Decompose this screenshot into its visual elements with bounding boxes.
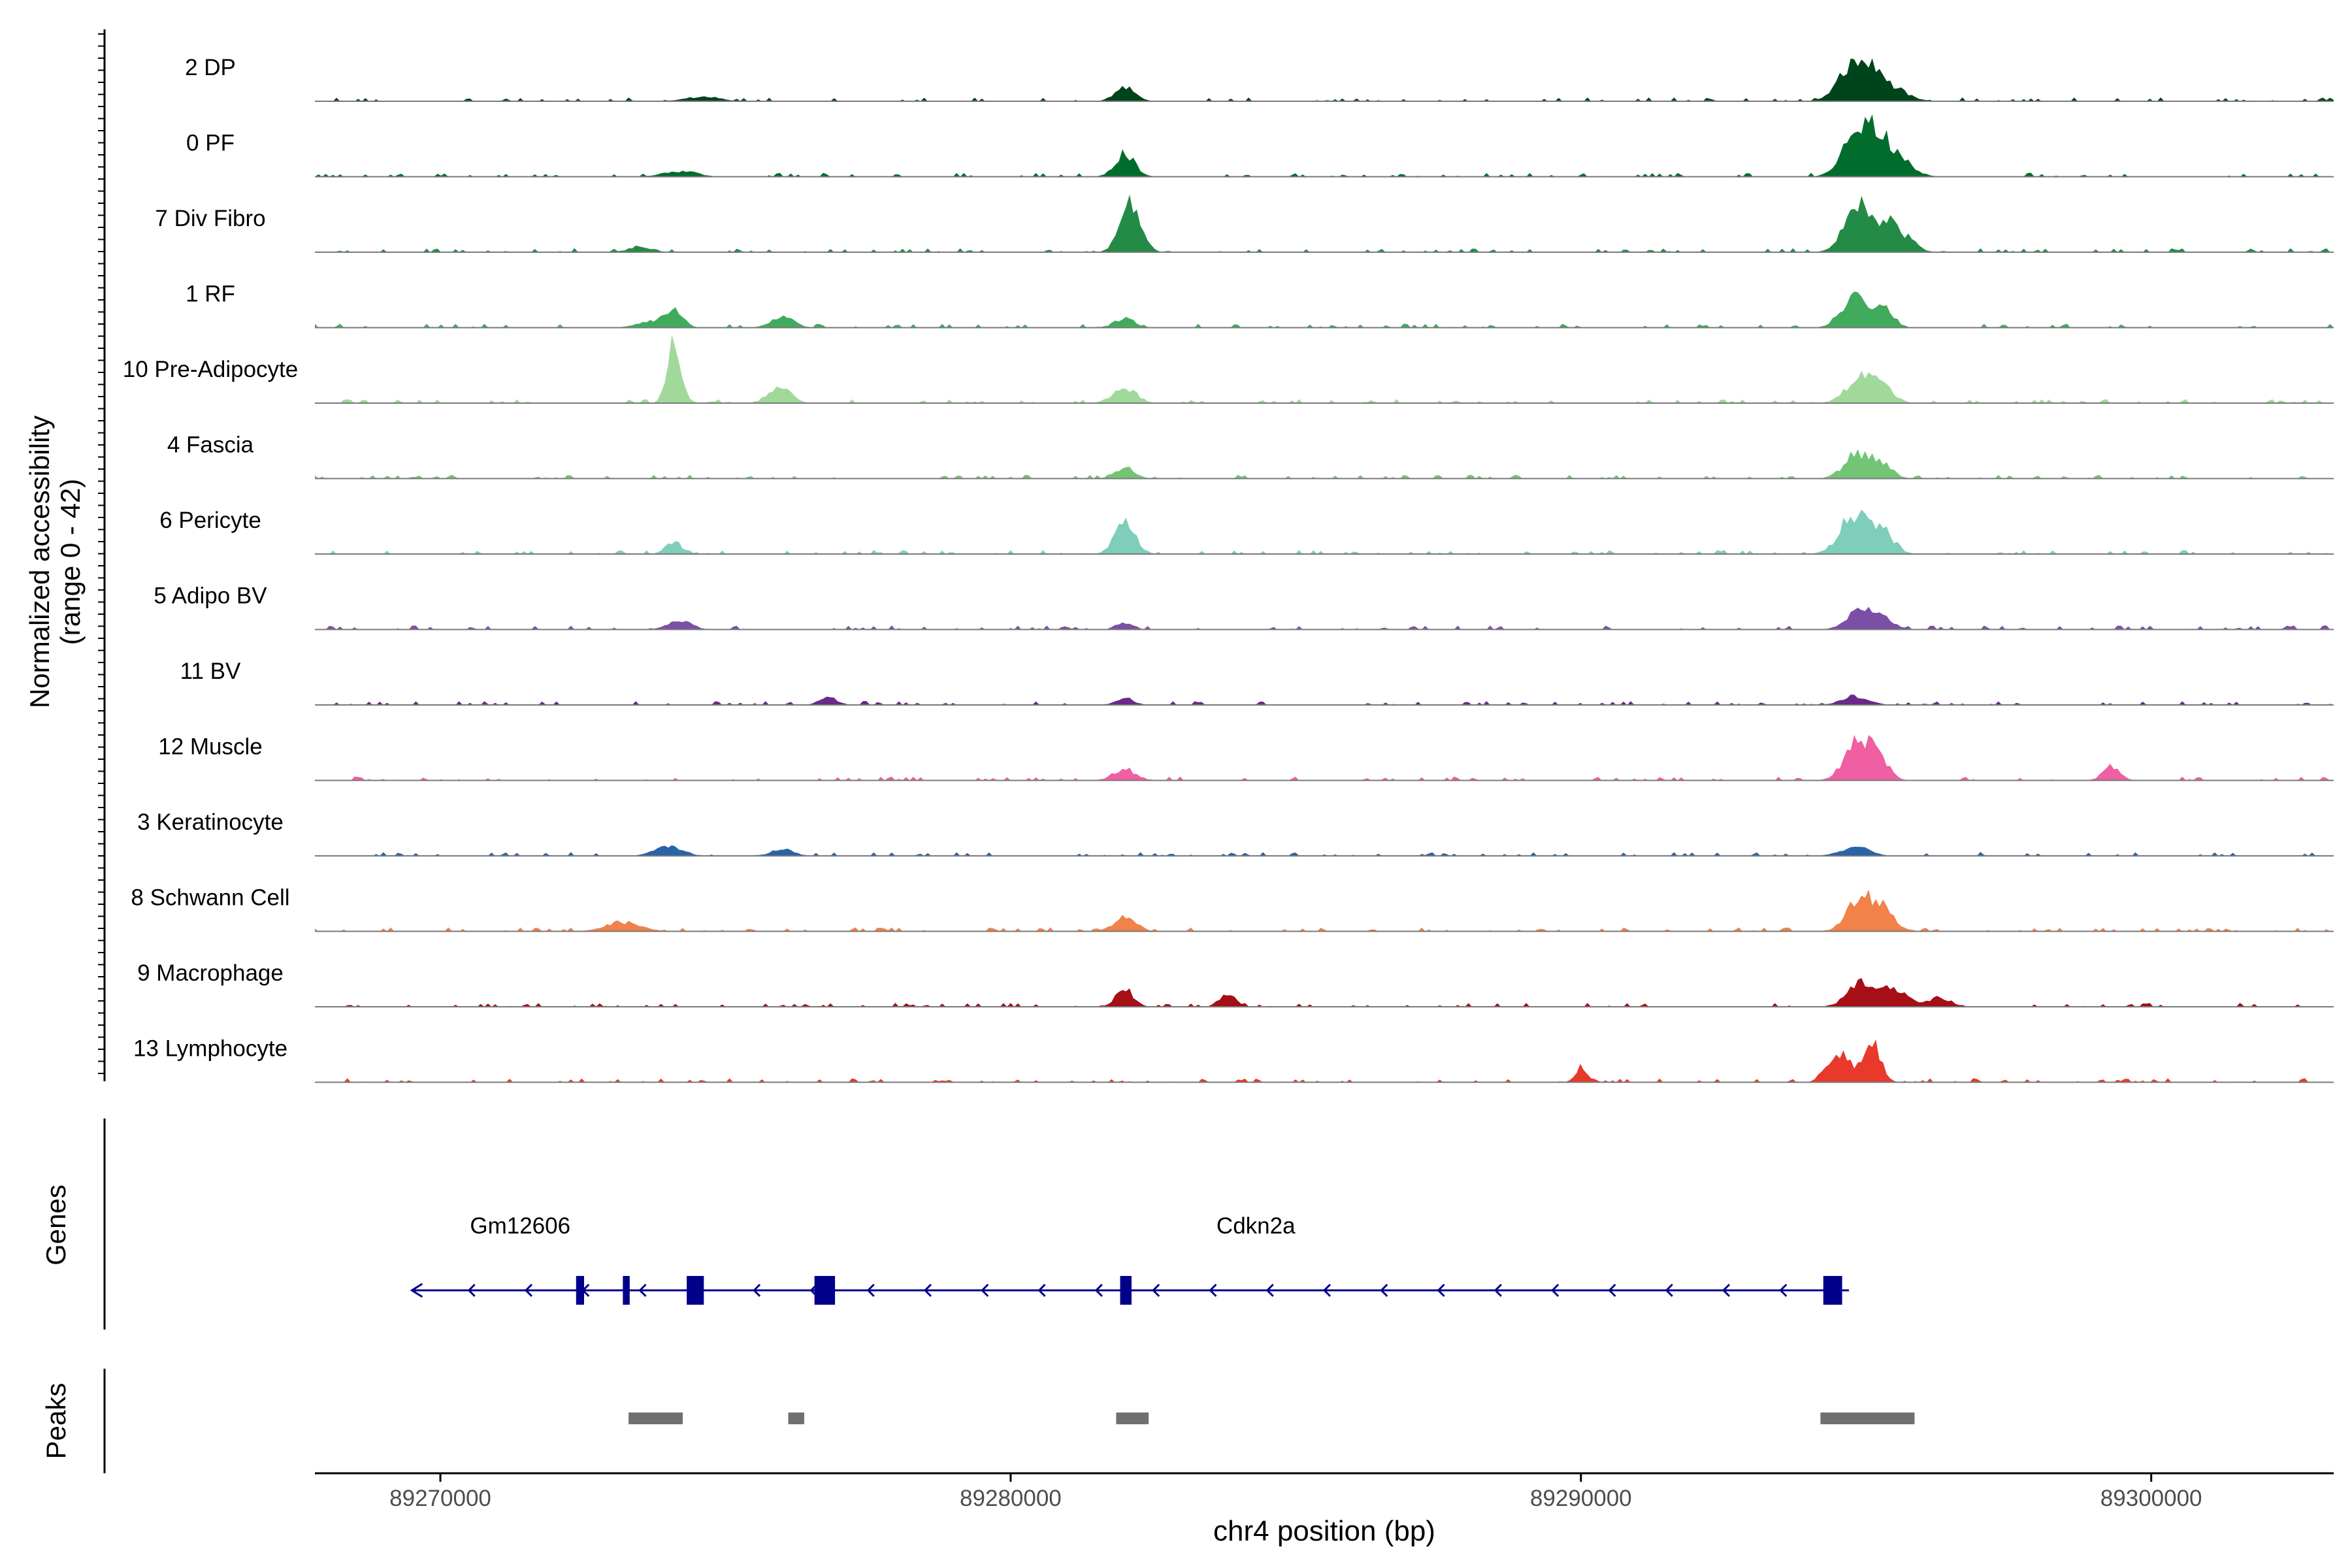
coverage-track: 8 Schwann Cell bbox=[131, 885, 2334, 932]
coverage-track: 13 Lymphocyte bbox=[133, 1036, 2334, 1083]
track-label: 9 Macrophage bbox=[137, 960, 284, 986]
strand-arrow bbox=[524, 1283, 533, 1298]
accessibility-y-axis bbox=[98, 29, 106, 1081]
strand-arrow bbox=[981, 1283, 989, 1298]
coverage-track: 5 Adipo BV bbox=[154, 583, 2334, 630]
coverage-track: 9 Macrophage bbox=[137, 960, 2334, 1007]
strand-arrow bbox=[1722, 1283, 1731, 1298]
coverage-track: 2 DP bbox=[185, 55, 2334, 102]
strand-arrow bbox=[1209, 1283, 1217, 1298]
y-axis-range-label: (range 0 - 42) bbox=[55, 479, 86, 645]
y-axis-title: Normalized accessibility bbox=[24, 416, 55, 708]
peak-region bbox=[1820, 1413, 1915, 1424]
coverage-track: 11 BV bbox=[180, 659, 2334, 706]
track-label: 11 BV bbox=[180, 659, 241, 684]
track-label: 2 DP bbox=[185, 55, 236, 80]
strand-arrow bbox=[1608, 1283, 1616, 1298]
peak-regions bbox=[629, 1413, 1915, 1424]
coverage-area bbox=[315, 194, 2334, 252]
gene-name: Cdkn2a bbox=[1217, 1213, 1296, 1239]
coverage-track: 10 Pre-Adipocyte bbox=[123, 335, 2334, 404]
coverage-track: 4 Fascia bbox=[167, 433, 2334, 480]
coverage-area bbox=[315, 291, 2334, 328]
x-tick-label: 89280000 bbox=[960, 1486, 1062, 1511]
coverage-track: 3 Keratinocyte bbox=[137, 809, 2334, 857]
gene-exon bbox=[814, 1276, 836, 1305]
gene-exon bbox=[1120, 1276, 1132, 1305]
peak-region bbox=[1116, 1413, 1149, 1424]
track-label: 12 Muscle bbox=[158, 734, 263, 760]
track-label: 6 Pericyte bbox=[159, 508, 261, 533]
strand-arrow bbox=[1094, 1283, 1103, 1298]
strand-arrow bbox=[1494, 1283, 1502, 1298]
coverage-area bbox=[315, 1039, 2334, 1083]
peaks-panel-label: Peaks bbox=[41, 1383, 71, 1460]
coverage-area bbox=[315, 510, 2334, 554]
track-label: 5 Adipo BV bbox=[154, 583, 267, 609]
x-tick-label: 89300000 bbox=[2100, 1486, 2202, 1511]
track-label: 4 Fascia bbox=[167, 433, 254, 458]
peaks-panel: Peaks bbox=[41, 1369, 1915, 1473]
gene-name: Gm12606 bbox=[470, 1213, 570, 1239]
strand-arrow bbox=[1551, 1283, 1560, 1298]
strand-arrow bbox=[1380, 1283, 1388, 1298]
x-axis-title: chr4 position (bp) bbox=[1213, 1515, 1435, 1547]
peak-region bbox=[629, 1413, 683, 1424]
x-tick-label: 89270000 bbox=[389, 1486, 491, 1511]
coverage-track: 0 PF bbox=[186, 114, 2334, 178]
strand-arrow bbox=[866, 1283, 875, 1298]
track-label: 0 PF bbox=[186, 131, 235, 156]
coverage-area bbox=[315, 977, 2334, 1007]
track-label: 1 RF bbox=[186, 282, 235, 307]
coverage-area bbox=[315, 449, 2334, 479]
track-label: 13 Lymphocyte bbox=[133, 1036, 287, 1062]
strand-arrow bbox=[1322, 1283, 1331, 1298]
strand-arrow bbox=[638, 1283, 647, 1298]
gene-start-arrow bbox=[410, 1282, 423, 1298]
track-label: 8 Schwann Cell bbox=[131, 885, 289, 911]
coverage-area bbox=[315, 889, 2334, 932]
strand-arrow bbox=[1665, 1283, 1673, 1298]
coverage-area bbox=[315, 845, 2334, 856]
coverage-track: 12 Muscle bbox=[158, 734, 2334, 781]
x-tick-label: 89290000 bbox=[1530, 1486, 1632, 1511]
strand-arrow bbox=[467, 1283, 476, 1298]
strand-arrow bbox=[1437, 1283, 1445, 1298]
x-axis-ticks: 89270000 89280000 89290000 89300000 bbox=[389, 1473, 2202, 1511]
gene-exon bbox=[1823, 1276, 1842, 1305]
track-label: 7 Div Fibro bbox=[155, 206, 265, 231]
strand-arrow bbox=[1779, 1283, 1788, 1298]
genes-panel-label: Genes bbox=[41, 1184, 71, 1266]
coverage-tracks: 2 DP 0 PF 7 Div Fibro 1 RF 10 Pre-Adipocyte 4… bbox=[123, 55, 2334, 1083]
strand-arrow bbox=[923, 1283, 932, 1298]
peak-region bbox=[788, 1413, 804, 1424]
coverage-area bbox=[315, 694, 2334, 705]
coverage-track: 1 RF bbox=[186, 282, 2334, 329]
genes-panel: Genes Gm12606 Cdkn2a bbox=[41, 1119, 1850, 1330]
coverage-area bbox=[315, 734, 2334, 781]
gene-model: Gm12606 Cdkn2a bbox=[410, 1213, 1850, 1305]
coverage-track: 6 Pericyte bbox=[159, 508, 2334, 555]
coverage-area bbox=[315, 606, 2334, 630]
strand-arrow bbox=[1152, 1283, 1160, 1298]
track-label: 10 Pre-Adipocyte bbox=[123, 357, 298, 382]
gene-exon bbox=[687, 1276, 704, 1305]
strand-arrow bbox=[752, 1283, 761, 1298]
x-axis: 89270000 89280000 89290000 89300000 bbox=[315, 1472, 2334, 1511]
coverage-area bbox=[315, 58, 2334, 101]
track-label: 3 Keratinocyte bbox=[137, 809, 284, 835]
strand-arrow bbox=[1266, 1283, 1274, 1298]
y-axis-minor-ticks bbox=[98, 33, 105, 1074]
coverage-track: 7 Div Fibro bbox=[155, 194, 2334, 253]
coverage-area bbox=[315, 335, 2334, 403]
coverage-area bbox=[315, 114, 2334, 177]
strand-arrow bbox=[1037, 1283, 1046, 1298]
gene-exon bbox=[623, 1276, 630, 1305]
gene-exon bbox=[576, 1276, 584, 1305]
